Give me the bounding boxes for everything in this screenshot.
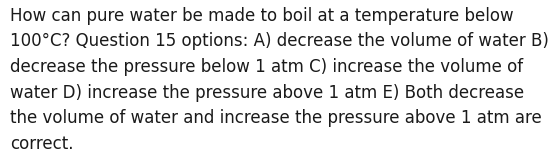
Text: How can pure water be made to boil at a temperature below
100°C? Question 15 opt: How can pure water be made to boil at a …: [10, 7, 549, 153]
